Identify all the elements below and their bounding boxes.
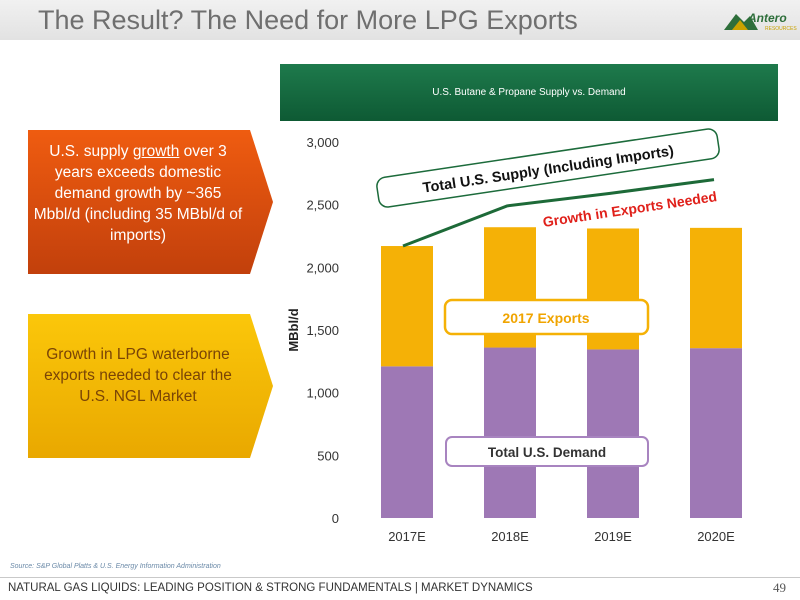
exports-growth-text: Growth in LPG waterborne exports needed … <box>44 346 232 405</box>
supply-growth-text-post: over 3 years exceeds domestic demand gro… <box>33 143 243 244</box>
x-tick-label: 2018E <box>491 529 529 544</box>
y-tick-label: 3,000 <box>306 135 339 150</box>
callout-arrow-shape <box>28 130 273 274</box>
footer-text: NATURAL GAS LIQUIDS: LEADING POSITION & … <box>8 582 533 594</box>
source-note: Source: S&P Global Platts & U.S. Energy … <box>10 563 221 570</box>
demand-bar <box>484 347 536 518</box>
x-tick-label: 2019E <box>594 529 632 544</box>
y-tick-label: 2,500 <box>306 198 339 213</box>
exports-bar <box>690 227 742 349</box>
supply-growth-callout: U.S. supply growth over 3 years exceeds … <box>28 130 273 274</box>
footer-divider <box>0 577 800 578</box>
demand-annotation: Total U.S. Demand <box>445 436 649 467</box>
supply-growth-text-pre: U.S. supply <box>49 143 133 160</box>
y-axis: 0 500 1,000 1,500 2,000 2,500 3,000 <box>306 135 339 526</box>
supply-growth-text-underlined: growth <box>132 143 180 160</box>
exports-bar <box>381 246 433 367</box>
x-tick-label: 2017E <box>388 529 426 544</box>
antero-logo-icon <box>724 14 758 30</box>
chart-title: U.S. Butane & Propane Supply vs. Demand <box>280 64 778 121</box>
exports-annotation-label: 2017 Exports <box>502 310 589 326</box>
logo-subtext: RESOURCES <box>765 26 797 32</box>
demand-bar <box>381 366 433 518</box>
demand-bar <box>690 348 742 518</box>
growth-line <box>402 178 715 248</box>
y-tick-label: 1,500 <box>306 323 339 338</box>
y-tick-label: 1,000 <box>306 386 339 401</box>
y-tick-label: 500 <box>317 448 339 463</box>
y-tick-label: 0 <box>332 511 339 526</box>
y-axis-label: MBbl/d <box>286 308 301 351</box>
y-tick-label: 2,000 <box>306 260 339 275</box>
title-bar: The Result? The Need for More LPG Export… <box>0 0 800 40</box>
x-tick-label: 2020E <box>697 529 735 544</box>
demand-bar <box>587 349 639 518</box>
logo-text: Antero <box>748 11 787 25</box>
callout-arrow-shape <box>28 314 273 458</box>
x-axis: 2017E 2018E 2019E 2020E <box>388 529 735 544</box>
demand-annotation-label: Total U.S. Demand <box>488 445 606 460</box>
bar-group <box>381 227 742 518</box>
slide-title: The Result? The Need for More LPG Export… <box>38 5 578 35</box>
growth-annotation-label: Growth in Exports Needed <box>542 188 718 230</box>
page-number: 49 <box>773 580 786 595</box>
exports-annotation: 2017 Exports <box>443 298 650 336</box>
supply-growth-text: U.S. supply growth over 3 years exceeds … <box>32 141 244 246</box>
exports-growth-callout: Growth in LPG waterborne exports needed … <box>28 314 273 458</box>
